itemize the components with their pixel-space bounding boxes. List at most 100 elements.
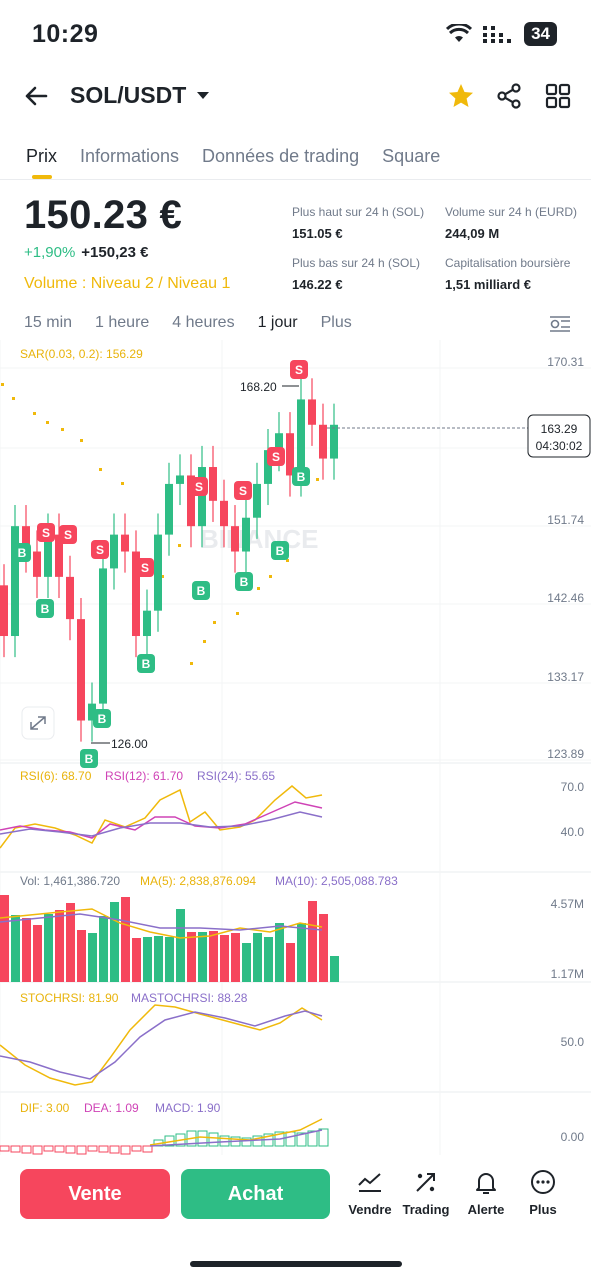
marker-letter: B xyxy=(18,546,27,560)
marker-badge xyxy=(36,599,54,618)
volume-bar xyxy=(275,923,284,982)
volume-level-link[interactable]: Volume : Niveau 2 / Niveau 1 xyxy=(24,275,231,292)
volume-bar xyxy=(22,918,31,982)
volume-bar xyxy=(132,938,141,982)
sar-dot xyxy=(203,640,206,643)
candle-body xyxy=(77,619,85,721)
stochrsi-line xyxy=(0,1004,323,1086)
volume-bar xyxy=(242,943,251,982)
expand-icon[interactable] xyxy=(21,706,55,740)
volume-bar xyxy=(176,909,185,982)
header: SOL/USDT xyxy=(0,72,591,120)
star-icon[interactable] xyxy=(447,82,475,110)
macd-bar xyxy=(120,1145,131,1155)
stat-market-cap: Capitalisation boursière 1,51 milliard € xyxy=(445,256,570,292)
sell-marker: S xyxy=(136,558,154,577)
sar-dot xyxy=(61,428,64,431)
chart-settings-icon[interactable] xyxy=(549,314,571,334)
timeframe-1h[interactable]: 1 heure xyxy=(95,314,150,331)
volume-bar xyxy=(220,935,229,982)
tab-donnees-trading[interactable]: Données de trading xyxy=(202,146,360,166)
tab-square[interactable]: Square xyxy=(382,146,441,166)
action-trading[interactable]: Trading xyxy=(398,1166,454,1217)
rsi6-label: RSI(6): 68.70 xyxy=(20,769,92,783)
candle-body xyxy=(55,534,63,577)
macd-bar xyxy=(10,1145,21,1153)
dea-label: DEA: 1.09 xyxy=(84,1101,139,1115)
sar-dot xyxy=(12,397,15,400)
rsi12-line xyxy=(0,801,323,839)
marker-letter: S xyxy=(295,363,303,377)
volume-bar xyxy=(66,903,75,982)
macd-label: MACD: 1.90 xyxy=(155,1101,221,1115)
rsi6-line xyxy=(0,785,323,849)
volume-bar xyxy=(253,933,262,982)
buy-marker: B xyxy=(292,467,310,486)
sell-marker: S xyxy=(234,481,252,500)
status-icons: 34 xyxy=(446,22,557,46)
action-alerte[interactable]: Alerte xyxy=(458,1166,514,1217)
candle-body xyxy=(33,551,41,577)
sell-button[interactable]: Vente xyxy=(20,1169,170,1219)
candle-body xyxy=(110,534,118,569)
candle-body xyxy=(308,399,316,425)
stoch-tick: 50.0 xyxy=(561,1035,585,1049)
countdown-label: 04:30:02 xyxy=(536,439,583,453)
timeframe-1d[interactable]: 1 jour xyxy=(257,314,298,331)
stat-high-label: Plus haut sur 24 h (SOL) xyxy=(292,205,425,219)
macd-bar xyxy=(208,1132,219,1147)
pair-selector[interactable]: SOL/USDT xyxy=(70,82,210,109)
battery-indicator: 34 xyxy=(524,22,557,46)
action-plus[interactable]: Plus xyxy=(515,1166,571,1217)
action-plus-label: Plus xyxy=(529,1202,557,1217)
volume-bar xyxy=(231,933,240,982)
macd-histogram xyxy=(0,1118,329,1155)
marker-badge xyxy=(80,749,98,768)
vol-ma5-line xyxy=(0,908,323,939)
candle-body xyxy=(198,467,206,527)
bell-icon xyxy=(476,1173,496,1194)
sell-marker: S xyxy=(59,525,77,544)
vol-label: Vol: 1,461,386.720 xyxy=(20,874,120,888)
volume-bar xyxy=(11,915,20,982)
buy-button[interactable]: Achat xyxy=(181,1169,330,1219)
timeframe-15min[interactable]: 15 min xyxy=(24,314,73,331)
candle-body xyxy=(220,500,228,527)
sar-dots xyxy=(1,383,319,665)
tab-informations[interactable]: Informations xyxy=(80,146,180,166)
action-trading-label: Trading xyxy=(402,1202,450,1217)
signal-icon xyxy=(483,26,512,43)
volume-bar xyxy=(187,932,196,982)
volume-bar xyxy=(0,895,9,982)
sar-dot xyxy=(121,482,124,485)
tab-prix[interactable]: Prix xyxy=(26,146,57,179)
buy-marker: B xyxy=(80,749,98,768)
macd-bar xyxy=(65,1145,76,1154)
sell-marker: S xyxy=(290,360,308,379)
back-arrow-icon[interactable] xyxy=(22,82,50,110)
sar-dot xyxy=(33,412,36,415)
candle-body xyxy=(154,534,162,611)
volume-bar xyxy=(297,923,306,982)
mastochrsi-line xyxy=(0,1010,323,1080)
stochrsi-lines xyxy=(0,1004,323,1086)
macd-bar xyxy=(307,1130,318,1147)
timeframe-more[interactable]: Plus xyxy=(320,314,352,331)
trading-bot-icon xyxy=(416,1173,435,1192)
macd-bar xyxy=(98,1145,109,1153)
share-icon[interactable] xyxy=(495,82,523,110)
marker-badge xyxy=(192,581,210,600)
grid-icon[interactable] xyxy=(544,82,572,110)
action-vendre[interactable]: Vendre xyxy=(342,1166,398,1217)
volume-bar xyxy=(319,914,328,982)
timeframe-4h[interactable]: 4 heures xyxy=(172,314,235,331)
wifi-icon xyxy=(446,24,473,42)
volume-bar xyxy=(198,932,207,982)
marker-letter: B xyxy=(41,602,50,616)
marker-letter: S xyxy=(64,528,72,542)
volume-bar xyxy=(143,937,152,982)
dif-label: DIF: 3.00 xyxy=(20,1101,70,1115)
rsi24-line xyxy=(0,811,323,837)
volume-bar xyxy=(88,933,97,982)
